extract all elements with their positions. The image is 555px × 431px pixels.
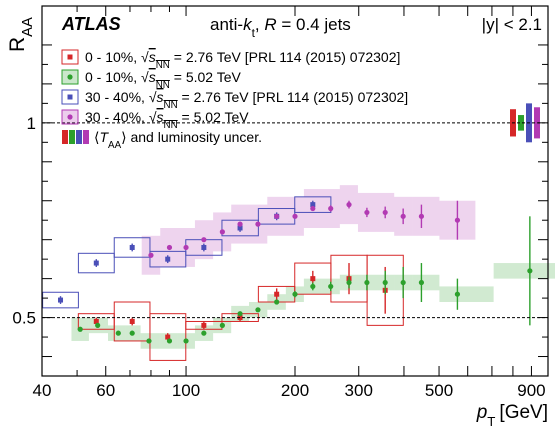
legend-swatch-0 [61, 49, 79, 65]
marker-s3-p15 [418, 213, 425, 219]
marker-s0-p0 [93, 318, 99, 324]
marker-s0-p2 [165, 334, 171, 340]
sys-box-s2-p0 [42, 291, 79, 309]
marker-s1-p14 [328, 283, 334, 290]
atlas-label: ATLAS [61, 14, 121, 34]
axes: 40 60 100 200 300 500 900 0.5 1 [12, 5, 549, 400]
legend-swatch-2 [61, 89, 79, 105]
y-axis-label: RAA [6, 17, 36, 52]
marker-s3-p4 [219, 229, 225, 235]
labels: RAA pT [GeV] ATLAS anti-kt, R = 0.4 jets |y| … [6, 14, 548, 429]
marker-s2-p5 [237, 225, 243, 231]
marker-s1-p20 [454, 291, 461, 297]
sys-band-s1-p20 [439, 286, 494, 302]
marker-s0-p3 [201, 322, 207, 328]
legend-taa-label: ⟨TAA⟩ and luminosity uncer. [94, 129, 262, 151]
marker-s1-p21 [527, 268, 533, 274]
x-tick-label-100: 100 [172, 381, 200, 400]
legend-marker-2 [67, 94, 73, 100]
marker-s1-p6 [183, 338, 189, 344]
marker-s1-p7 [201, 330, 207, 336]
marker-s3-p10 [328, 205, 334, 212]
marker-s1-p10 [255, 307, 261, 313]
marker-s0-p4 [237, 315, 243, 321]
x-tick-label-500: 500 [425, 381, 453, 400]
sys-box-s2-p5 [221, 219, 259, 237]
marker-s1-p5 [166, 338, 173, 344]
marker-s2-p0 [58, 297, 64, 303]
x-tick-label-200: 200 [281, 381, 309, 400]
marker-s1-p9 [237, 311, 243, 317]
marker-s0-p6 [310, 276, 316, 282]
marker-s3-p1 [166, 244, 173, 251]
marker-s3-p2 [183, 244, 189, 251]
marker-s1-p2 [115, 330, 121, 336]
marker-s1-p15 [346, 279, 352, 286]
marker-s3-p5 [237, 221, 243, 227]
sys-band-s1-p19 [412, 274, 440, 291]
marker-s3-p14 [400, 213, 406, 219]
legend-marker-3 [67, 114, 73, 120]
marker-s1-p17 [382, 279, 388, 286]
marker-s0-p5 [274, 291, 280, 297]
x-tick-label-300: 300 [345, 381, 373, 400]
marker-s2-p1 [93, 260, 99, 266]
marker-s2-p2 [129, 244, 135, 250]
marker-s3-p8 [292, 213, 298, 219]
marker-s3-p12 [364, 209, 370, 216]
marker-s1-p19 [418, 279, 425, 286]
marker-s2-p4 [201, 244, 207, 250]
marker-s1-p18 [400, 279, 406, 286]
legend-marker-1 [67, 74, 73, 80]
sys-box-s2-p3 [149, 250, 187, 268]
marker-s1-p1 [95, 322, 101, 328]
jet-definition-label: anti-kt, R = 0.4 jets [210, 15, 351, 40]
marker-s2-p7 [310, 202, 316, 208]
taa-uncertainty-bar-1 [518, 115, 524, 131]
marker-s3-p9 [310, 205, 316, 212]
marker-s3-p11 [346, 202, 352, 208]
marker-s1-p13 [310, 283, 316, 290]
marker-s3-p16 [454, 217, 461, 223]
marker-s3-p7 [274, 213, 280, 219]
marker-s3-p0 [148, 252, 154, 258]
sys-box-s0-p2 [149, 313, 187, 361]
marker-s1-p0 [77, 326, 83, 332]
marker-s1-p16 [364, 279, 370, 286]
legend-taa-swatch-3 [83, 130, 89, 144]
legend-taa-swatch-1 [69, 130, 75, 144]
marker-s1-p12 [292, 291, 298, 297]
x-axis-label: pT [GeV] [476, 402, 548, 429]
plot-data [42, 103, 555, 361]
marker-s2-p3 [165, 256, 171, 262]
marker-s3-p6 [255, 221, 261, 227]
x-tick-label-40: 40 [33, 381, 52, 400]
rapidity-label: |y| < 2.1 [482, 15, 542, 34]
legend-label-1: 0 - 10%, √sNN = 5.02 TeV [85, 69, 242, 91]
legend-label-0: 0 - 10%, √sNN = 2.76 TeV [PRL 114 (2015)… [85, 49, 400, 71]
x-tick-label-60: 60 [96, 381, 115, 400]
x-tick-label-900: 900 [517, 381, 545, 400]
marker-s0-p1 [129, 318, 135, 324]
marker-s1-p3 [129, 330, 135, 336]
marker-s3-p13 [382, 209, 388, 216]
marker-s1-p8 [219, 322, 225, 328]
legend-marker-0 [67, 54, 73, 60]
marker-s1-p4 [146, 338, 152, 344]
sys-box-s2-p7 [294, 196, 332, 213]
legend-label-3: 30 - 40%, √sNN = 5.02 TeV [85, 109, 249, 131]
legend-label-2: 30 - 40%, √sNN = 2.76 TeV [PRL 114 (2015… [85, 89, 408, 111]
sys-band-s3-p15 [412, 196, 440, 236]
legend-taa-swatch-0 [62, 130, 68, 144]
marker-s3-p3 [201, 237, 207, 243]
sys-band-s1-p21 [493, 263, 555, 279]
legend: 0 - 10%, √sNN = 2.76 TeV [PRL 114 (2015)… [61, 49, 408, 151]
sys-box-s2-p2 [113, 237, 151, 258]
legend-taa-swatch-2 [76, 130, 82, 144]
sys-box-s2-p1 [77, 252, 115, 274]
y-tick-label-1: 1 [27, 114, 36, 133]
marker-s1-p11 [274, 299, 280, 305]
y-tick-label-0.5: 0.5 [12, 309, 36, 328]
